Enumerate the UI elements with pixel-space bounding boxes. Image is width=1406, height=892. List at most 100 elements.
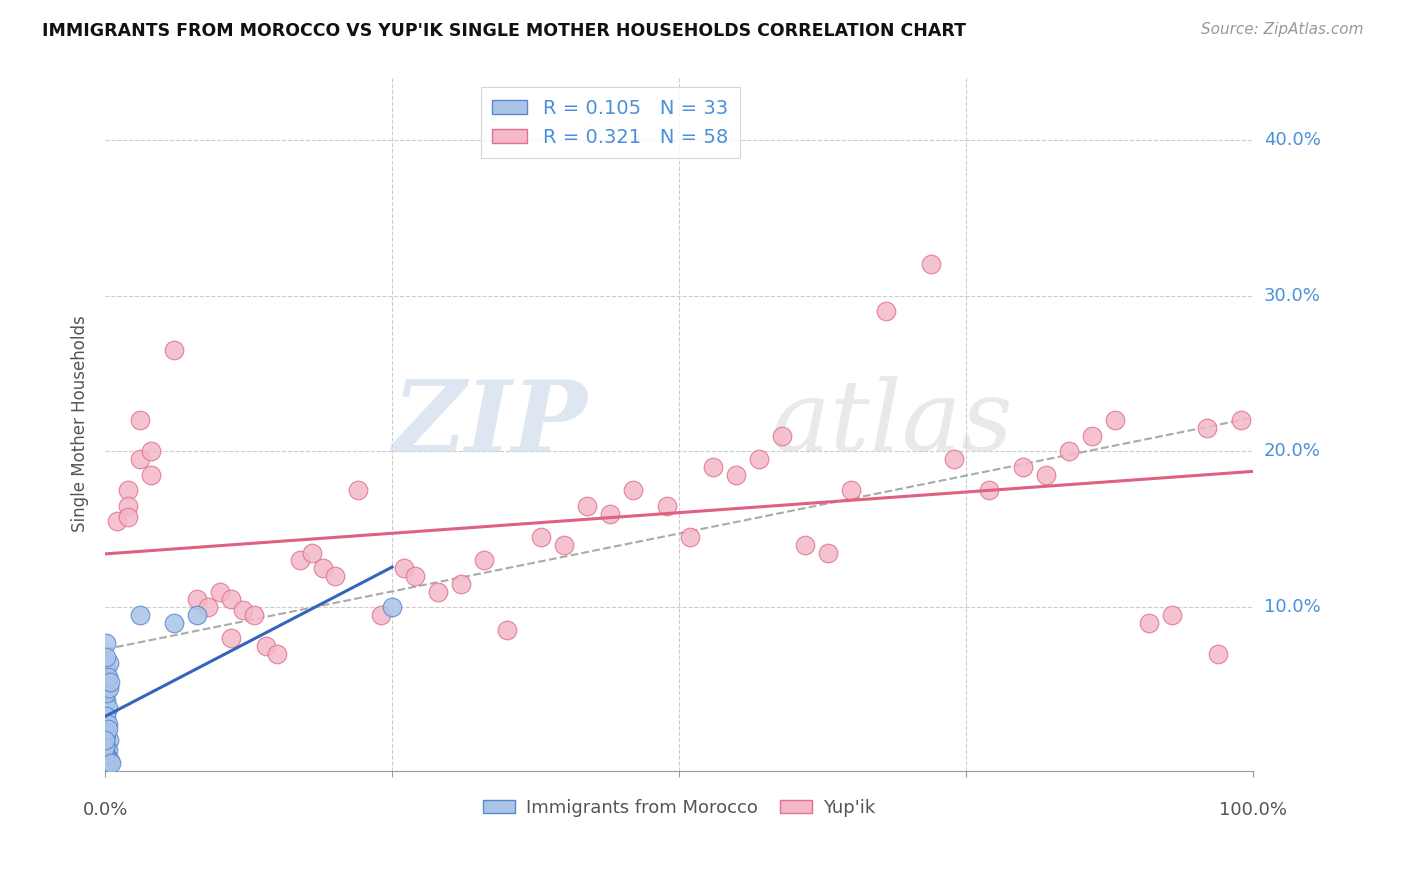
Point [1195, 421, 1218, 435]
Point [702, 459, 724, 474]
Point [208, 584, 231, 599]
Point [290, 553, 312, 567]
Point [163, 615, 186, 630]
Point [96, 728, 118, 742]
Point [748, 452, 770, 467]
Point [186, 592, 208, 607]
Point [243, 607, 266, 622]
Point [794, 538, 817, 552]
Point [553, 538, 575, 552]
Point [139, 444, 162, 458]
Point [96, 724, 118, 739]
Point [221, 592, 243, 607]
Point [97, 732, 120, 747]
Point [94, 732, 117, 747]
Point [530, 530, 553, 544]
Text: 20.0%: 20.0% [1264, 442, 1320, 460]
Text: ZIP: ZIP [392, 376, 588, 473]
Point [1161, 607, 1184, 622]
Point [96, 701, 118, 715]
Point [943, 452, 966, 467]
Point [232, 603, 254, 617]
Text: 30.0%: 30.0% [1264, 286, 1320, 304]
Point [370, 607, 392, 622]
Point [576, 499, 599, 513]
Text: atlas: atlas [770, 376, 1014, 472]
Point [1057, 444, 1080, 458]
Point [186, 607, 208, 622]
Point [96, 748, 118, 763]
Point [301, 545, 323, 559]
Point [1081, 429, 1104, 443]
Point [404, 569, 426, 583]
Point [96, 693, 118, 707]
Point [96, 686, 118, 700]
Point [725, 467, 748, 482]
Point [1035, 467, 1057, 482]
Text: 100.0%: 100.0% [1219, 801, 1286, 819]
Point [323, 569, 346, 583]
Point [450, 576, 472, 591]
Point [839, 483, 862, 498]
Point [97, 681, 120, 695]
Point [96, 751, 118, 765]
Point [1012, 459, 1035, 474]
Point [117, 499, 139, 513]
Point [817, 545, 839, 559]
Point [97, 656, 120, 670]
Point [599, 507, 621, 521]
Point [920, 257, 942, 271]
Point [1206, 647, 1229, 661]
Text: Source: ZipAtlas.com: Source: ZipAtlas.com [1201, 22, 1364, 37]
Point [392, 561, 415, 575]
Point [96, 755, 118, 769]
Point [105, 515, 128, 529]
Point [657, 499, 679, 513]
Point [96, 722, 118, 736]
Point [1139, 615, 1161, 630]
Point [117, 509, 139, 524]
Point [98, 674, 121, 689]
Point [312, 561, 335, 575]
Point [96, 636, 118, 650]
Point [96, 650, 118, 665]
Point [495, 624, 517, 638]
Point [346, 483, 368, 498]
Y-axis label: Single Mother Households: Single Mother Households [72, 316, 89, 533]
Legend: Immigrants from Morocco, Yup'ik: Immigrants from Morocco, Yup'ik [475, 791, 883, 824]
Point [97, 753, 120, 767]
Point [96, 740, 118, 755]
Point [96, 743, 118, 757]
Point [163, 343, 186, 357]
Text: 10.0%: 10.0% [1264, 599, 1320, 616]
Point [117, 483, 139, 498]
Point [98, 755, 121, 769]
Point [96, 717, 118, 731]
Text: 40.0%: 40.0% [1264, 131, 1320, 149]
Point [875, 304, 897, 318]
Point [1104, 413, 1126, 427]
Point [128, 607, 150, 622]
Point [266, 647, 288, 661]
Point [128, 452, 150, 467]
Point [96, 670, 118, 684]
Point [221, 632, 243, 646]
Point [94, 748, 117, 763]
Point [128, 413, 150, 427]
Point [96, 709, 118, 723]
Point [679, 530, 702, 544]
Point [254, 639, 277, 653]
Point [427, 584, 450, 599]
Text: 0.0%: 0.0% [83, 801, 128, 819]
Point [94, 756, 117, 770]
Point [197, 600, 219, 615]
Point [621, 483, 644, 498]
Point [100, 756, 122, 770]
Point [94, 740, 117, 755]
Point [139, 467, 162, 482]
Point [96, 662, 118, 676]
Point [770, 429, 793, 443]
Point [1230, 413, 1253, 427]
Point [977, 483, 1000, 498]
Point [381, 600, 404, 615]
